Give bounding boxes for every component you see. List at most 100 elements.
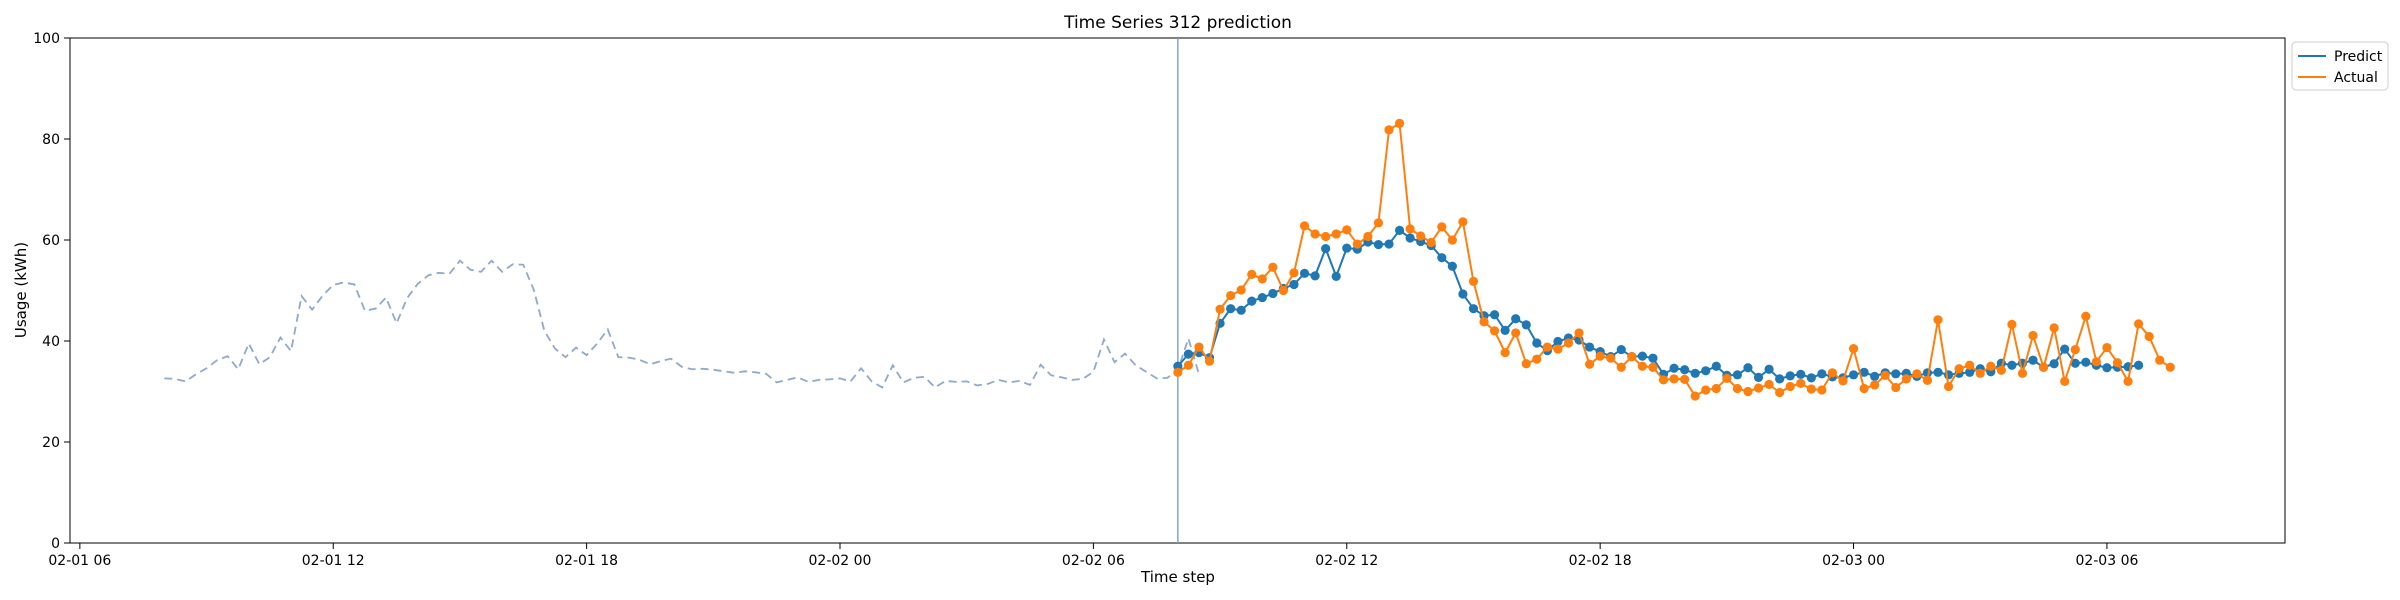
predict-point bbox=[1891, 369, 1901, 379]
actual-point bbox=[1975, 368, 1985, 378]
x-axis: 02-01 06 02-01 12 02-01 18 02-02 00 02-02 06… bbox=[48, 543, 2138, 569]
predict-point bbox=[2134, 360, 2144, 370]
actual-point bbox=[2060, 376, 2070, 386]
actual-point bbox=[1289, 268, 1299, 278]
predict-point bbox=[1743, 363, 1753, 373]
actual-point bbox=[1943, 381, 1954, 392]
actual-point bbox=[1711, 383, 1721, 394]
predict-point bbox=[1859, 367, 1869, 377]
predict-point bbox=[1511, 314, 1521, 324]
actual-point bbox=[2155, 355, 2165, 365]
actual-point bbox=[1236, 285, 1246, 295]
predict-point bbox=[1637, 351, 1647, 361]
actual-point bbox=[2007, 319, 2017, 329]
predict-point bbox=[1331, 271, 1341, 281]
actual-point bbox=[2123, 376, 2133, 386]
actual-point bbox=[2102, 342, 2112, 353]
x-axis-label: Time step bbox=[1140, 568, 1215, 586]
actual-point bbox=[2165, 362, 2175, 372]
predict-point bbox=[1870, 371, 1880, 381]
predict-point bbox=[2070, 358, 2080, 368]
y-tick-label: 20 bbox=[42, 435, 60, 451]
actual-point bbox=[1606, 353, 1616, 363]
actual-point bbox=[1542, 342, 1552, 352]
x-tick-label: 02-01 12 bbox=[302, 553, 365, 569]
actual-point bbox=[1268, 262, 1278, 272]
actual-point bbox=[1986, 361, 1996, 371]
actual-point bbox=[2028, 330, 2038, 341]
actual-point bbox=[1658, 375, 1669, 385]
actual-point bbox=[1342, 225, 1352, 235]
actual-point bbox=[1553, 344, 1563, 354]
actual-point bbox=[1373, 218, 1384, 228]
actual-point bbox=[1468, 276, 1479, 287]
actual-point bbox=[1437, 222, 1447, 232]
predict-point bbox=[1373, 239, 1384, 250]
actual-point bbox=[1764, 379, 1774, 390]
predict-point bbox=[1299, 268, 1310, 278]
predict-point bbox=[1310, 271, 1320, 281]
actual-point bbox=[2112, 358, 2123, 368]
y-axis-label: Usage (kWh) bbox=[12, 242, 30, 338]
actual-point bbox=[1880, 370, 1890, 380]
actual-point bbox=[1204, 356, 1215, 366]
predict-point bbox=[1342, 243, 1352, 253]
predict-point bbox=[2007, 360, 2017, 370]
predict-point bbox=[1247, 296, 1257, 306]
actual-point bbox=[1933, 315, 1943, 325]
predict-point bbox=[1447, 261, 1457, 271]
actual-point bbox=[2049, 323, 2059, 333]
actual-point bbox=[1521, 359, 1531, 369]
actual-point bbox=[1806, 384, 1816, 394]
actual-point bbox=[1627, 352, 1637, 362]
actual-point bbox=[2081, 311, 2091, 321]
actual-point bbox=[2134, 319, 2144, 329]
legend-label-predict: Predict bbox=[2334, 49, 2383, 65]
predict-point bbox=[2081, 357, 2091, 367]
actual-point bbox=[1827, 368, 1838, 378]
predict-point bbox=[2049, 359, 2059, 369]
predict-point bbox=[1753, 372, 1764, 382]
x-tick-label: 02-01 06 bbox=[48, 553, 111, 569]
predict-point bbox=[1289, 279, 1299, 290]
predict-point bbox=[1933, 367, 1943, 377]
actual-point bbox=[1489, 326, 1500, 336]
predict-point bbox=[1785, 371, 1795, 381]
y-axis: 0 20 40 60 80 100 bbox=[33, 31, 70, 552]
predict-point bbox=[1648, 353, 1658, 363]
y-tick-label: 100 bbox=[33, 31, 60, 47]
actual-point bbox=[1394, 118, 1405, 128]
y-tick-label: 60 bbox=[42, 233, 60, 249]
actual-point bbox=[1532, 354, 1542, 364]
actual-point bbox=[1753, 383, 1764, 393]
predict-point bbox=[1405, 233, 1415, 243]
actual-point bbox=[1912, 369, 1922, 379]
predict-point bbox=[1268, 288, 1278, 299]
actual-point bbox=[1796, 378, 1806, 389]
predict-point bbox=[1553, 336, 1563, 347]
predict-point bbox=[1585, 342, 1595, 352]
predict-point bbox=[1775, 374, 1785, 384]
actual-point bbox=[1458, 217, 1468, 227]
actual-point bbox=[1574, 328, 1584, 338]
actual-point bbox=[1352, 239, 1362, 249]
x-tick-label: 02-02 12 bbox=[1315, 553, 1378, 569]
actual-point bbox=[1215, 304, 1225, 314]
actual-point bbox=[1500, 348, 1510, 358]
actual-point bbox=[1384, 125, 1394, 135]
history-line bbox=[164, 259, 1200, 389]
predict-point bbox=[1701, 366, 1711, 376]
actual-point bbox=[1247, 269, 1257, 279]
predict-point bbox=[1532, 338, 1542, 348]
predict-point bbox=[1226, 304, 1236, 314]
predict-point bbox=[1817, 369, 1827, 379]
x-tick-label: 02-02 18 bbox=[1569, 553, 1632, 569]
predict-point bbox=[2060, 344, 2070, 354]
actual-point bbox=[1922, 375, 1933, 385]
x-tick-label: 02-02 06 bbox=[1062, 553, 1125, 569]
legend-label-actual: Actual bbox=[2334, 70, 2378, 86]
actual-point bbox=[2144, 331, 2154, 342]
actual-point bbox=[1669, 374, 1679, 384]
